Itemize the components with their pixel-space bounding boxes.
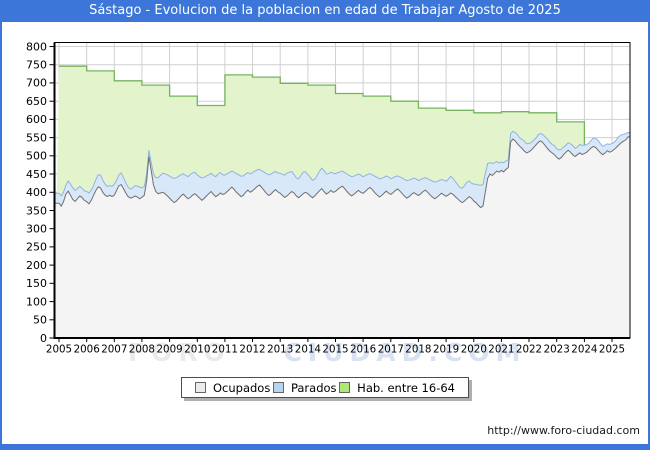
svg-text:2025: 2025 xyxy=(599,344,625,356)
svg-text:700: 700 xyxy=(26,77,47,90)
legend-item-hab-16-64: Hab. entre 16-64 xyxy=(339,381,455,395)
parados-swatch-icon xyxy=(272,382,284,393)
svg-text:2019: 2019 xyxy=(433,344,459,356)
left-border xyxy=(0,0,2,450)
svg-text:2020: 2020 xyxy=(461,344,487,356)
plot-frame xyxy=(53,42,631,339)
svg-text:150: 150 xyxy=(26,277,47,290)
series-ocupados xyxy=(54,136,630,338)
right-border xyxy=(648,0,650,450)
svg-text:50: 50 xyxy=(33,314,47,327)
legend-label: Parados xyxy=(290,380,337,395)
svg-text:800: 800 xyxy=(26,40,47,53)
svg-text:2006: 2006 xyxy=(74,344,100,356)
watermark: FORO CIUDAD.COM xyxy=(128,338,526,367)
svg-text:2008: 2008 xyxy=(129,344,155,356)
svg-text:2014: 2014 xyxy=(295,344,321,356)
svg-text:2005: 2005 xyxy=(46,344,72,356)
svg-text:2009: 2009 xyxy=(156,344,182,356)
svg-text:400: 400 xyxy=(26,186,47,199)
svg-text:2021: 2021 xyxy=(488,344,514,356)
svg-text:2017: 2017 xyxy=(378,344,404,356)
legend-label: Ocupados xyxy=(213,380,271,395)
x-axis-ticks: 2005 2006 2007 2008 2009 2010 2011 2012 2013 2014… xyxy=(46,338,625,356)
legend-item-ocupados: Ocupados xyxy=(195,381,270,395)
title-bar: Sástago - Evolucion de la poblacion en e… xyxy=(0,0,650,22)
hab-16-64-swatch-icon xyxy=(339,382,351,393)
svg-text:600: 600 xyxy=(26,113,47,126)
svg-text:2022: 2022 xyxy=(516,344,542,356)
svg-text:2015: 2015 xyxy=(322,344,348,356)
svg-text:2023: 2023 xyxy=(544,344,570,356)
y-axis-ticks: 0 50 100 150 200 250 300 350 400 450 500 550 600 650 7… xyxy=(26,40,55,345)
svg-text:2007: 2007 xyxy=(101,344,127,356)
svg-text:450: 450 xyxy=(26,168,47,181)
watermark-right: CIUDAD.COM xyxy=(283,338,527,367)
svg-text:2024: 2024 xyxy=(571,344,597,356)
svg-text:300: 300 xyxy=(26,223,47,236)
svg-text:100: 100 xyxy=(26,295,47,308)
svg-text:550: 550 xyxy=(26,131,47,144)
svg-text:2018: 2018 xyxy=(405,344,431,356)
ocupados-swatch-icon xyxy=(195,382,206,393)
svg-text:200: 200 xyxy=(26,259,47,272)
bottom-bar xyxy=(0,444,650,450)
svg-text:0: 0 xyxy=(40,332,47,345)
svg-text:650: 650 xyxy=(26,95,47,108)
chart-legend: Ocupados Parados Hab. entre 16-64 xyxy=(181,377,469,398)
footer-url: http://www.foro-ciudad.com xyxy=(487,424,640,437)
svg-text:2010: 2010 xyxy=(184,344,210,356)
svg-text:2013: 2013 xyxy=(267,344,293,356)
svg-text:750: 750 xyxy=(26,59,47,72)
svg-text:2011: 2011 xyxy=(212,344,238,356)
svg-text:2016: 2016 xyxy=(350,344,376,356)
svg-text:500: 500 xyxy=(26,150,47,163)
legend-item-parados: Parados xyxy=(272,380,337,395)
svg-text:350: 350 xyxy=(26,204,47,217)
svg-text:250: 250 xyxy=(26,241,47,254)
page-title: Sástago - Evolucion de la poblacion en e… xyxy=(89,3,561,18)
legend-label: Hab. entre 16-64 xyxy=(357,380,455,395)
svg-text:2012: 2012 xyxy=(239,344,265,356)
watermark-left: FORO xyxy=(128,338,231,367)
